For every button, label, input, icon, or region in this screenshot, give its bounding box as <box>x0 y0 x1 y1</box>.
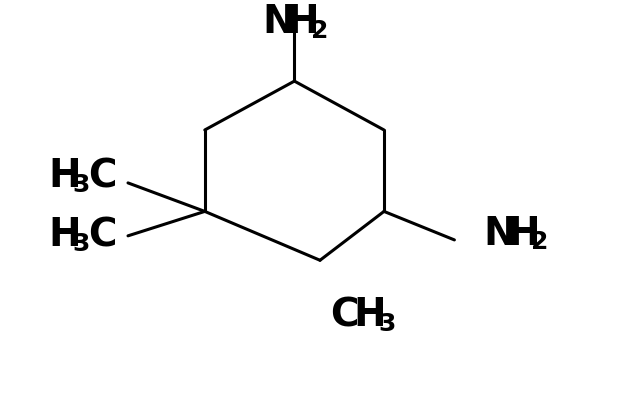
Text: C: C <box>88 157 116 195</box>
Text: 2: 2 <box>531 230 548 254</box>
Text: H: H <box>354 296 387 334</box>
Text: N: N <box>262 3 295 41</box>
Text: H: H <box>287 3 319 41</box>
Text: 3: 3 <box>72 232 90 256</box>
Text: 3: 3 <box>378 312 396 336</box>
Text: H: H <box>48 216 81 254</box>
Text: 3: 3 <box>72 173 90 197</box>
Text: C: C <box>330 296 358 334</box>
Text: H: H <box>508 215 540 253</box>
Text: 2: 2 <box>311 19 328 43</box>
Text: H: H <box>48 157 81 195</box>
Text: N: N <box>483 215 516 253</box>
Text: C: C <box>88 216 116 254</box>
